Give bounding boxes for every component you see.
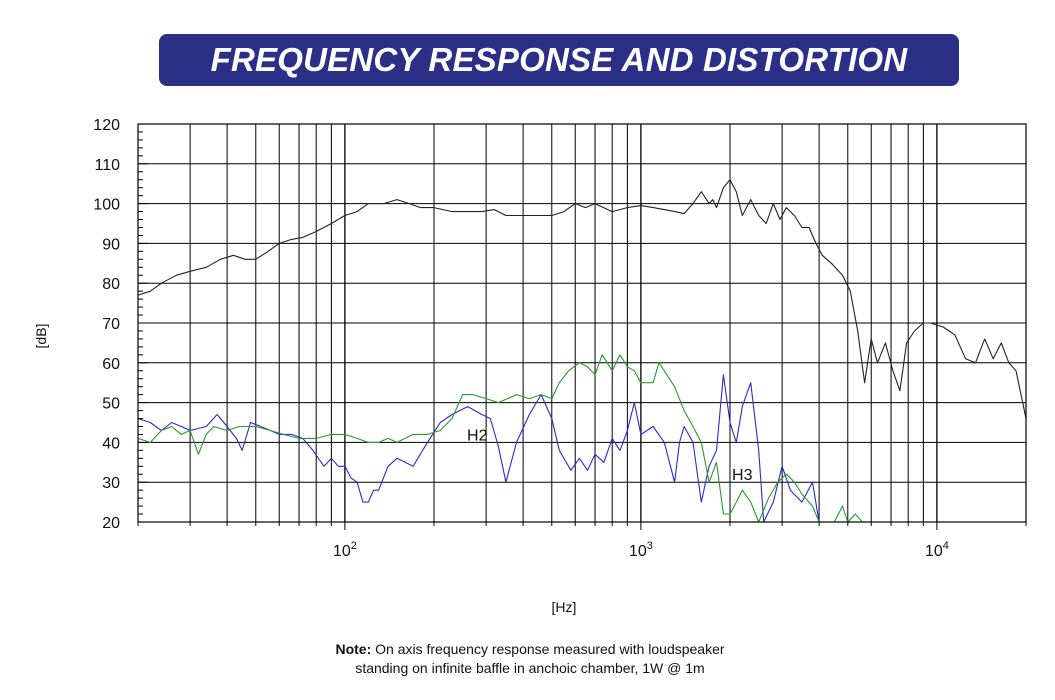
axis-ticks: 20 30 40 50 60 70 80 90 100 110 120 102 103 104 <box>93 117 1027 560</box>
series-layer <box>137 179 1027 523</box>
y-tick-label: 90 <box>102 236 120 253</box>
series-line-h2 <box>137 374 820 523</box>
y-tick-label: 20 <box>102 515 120 532</box>
y-tick-label: 30 <box>102 475 120 492</box>
y-tick-label: 50 <box>102 396 120 413</box>
footnote: Note: On axis frequency response measure… <box>250 640 810 678</box>
x-tick-label: 102 <box>333 540 357 560</box>
y-tick-label: 100 <box>93 197 120 214</box>
y-tick-label: 70 <box>102 316 120 333</box>
note-line-1: On axis frequency response measured with… <box>375 641 725 657</box>
series-label: H2 <box>467 427 488 444</box>
x-tick-label: 104 <box>925 540 949 560</box>
series-label: H3 <box>732 467 753 484</box>
x-tick-label: 103 <box>629 540 653 560</box>
note-line-2: standing on infinite baffle in anchoic c… <box>355 660 705 676</box>
y-tick-label: 120 <box>93 117 120 134</box>
series-line-response <box>137 179 1027 419</box>
title-banner: FREQUENCY RESPONSE AND DISTORTION <box>159 34 959 86</box>
y-tick-label: 60 <box>102 356 120 373</box>
y-axis-label: [dB] <box>33 324 49 349</box>
y-tick-label: 80 <box>102 276 120 293</box>
chart-title: FREQUENCY RESPONSE AND DISTORTION <box>210 41 908 78</box>
grid <box>137 123 1027 523</box>
annotations: H2 H3 <box>467 427 753 484</box>
series-line-h3 <box>137 354 863 523</box>
y-tick-label: 110 <box>94 157 120 174</box>
x-axis-label: [Hz] <box>552 599 577 615</box>
note-label: Note: <box>335 641 372 657</box>
y-tick-label: 40 <box>102 435 120 452</box>
